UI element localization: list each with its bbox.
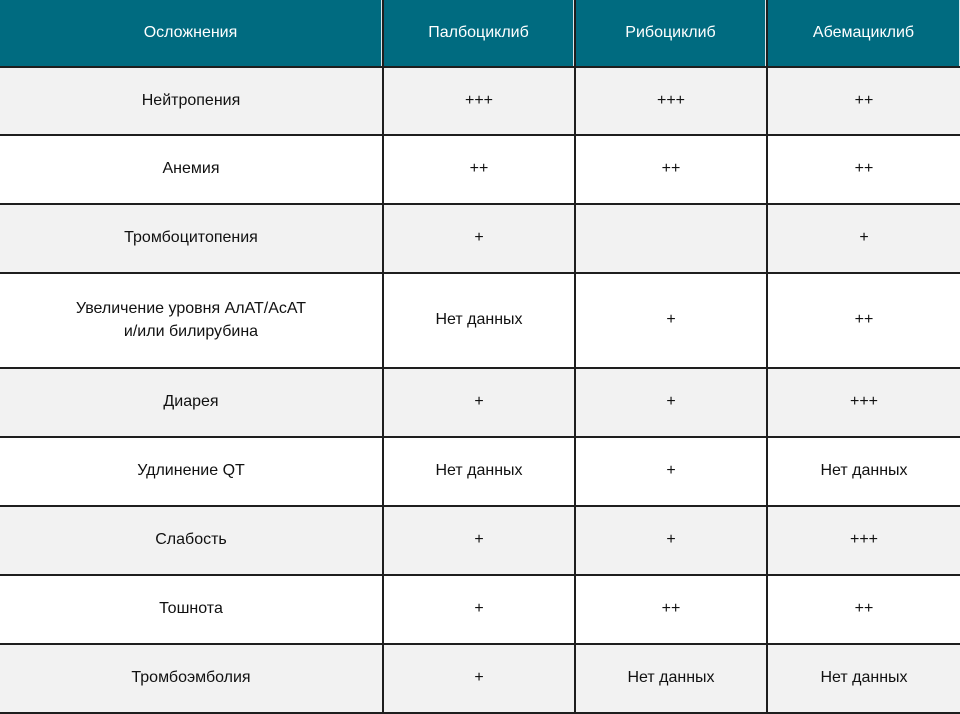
table-cell: ++: [576, 576, 766, 643]
table-cell: Нет данных: [768, 438, 960, 505]
table-cell: +: [576, 438, 766, 505]
row-label: Диарея: [0, 369, 382, 436]
row-label: Нейтропения: [0, 68, 382, 134]
table-cell: +: [384, 507, 574, 574]
row-label: Тошнота: [0, 576, 382, 643]
table-cell: Нет данных: [768, 645, 960, 712]
table-cell: +: [384, 576, 574, 643]
table-cell: +: [576, 369, 766, 436]
table-cell: +: [384, 645, 574, 712]
header-cell: Палбоциклиб: [384, 0, 574, 66]
table-cell: Нет данных: [576, 645, 766, 712]
table-cell: Нет данных: [384, 438, 574, 505]
table-cell: +: [768, 205, 960, 272]
table-cell: ++: [768, 68, 960, 134]
table-cell: +++: [768, 507, 960, 574]
table-cell: ++: [768, 576, 960, 643]
table-cell: +: [576, 274, 766, 367]
row-label: Увеличение уровня АлАТ/АсАТ и/или билиру…: [0, 274, 382, 367]
table-cell: +: [384, 369, 574, 436]
table-cell: ++: [768, 274, 960, 367]
table-cell: Нет данных: [384, 274, 574, 367]
row-label: Тромбоэмболия: [0, 645, 382, 712]
table-cell: [576, 205, 766, 272]
row-label: Анемия: [0, 136, 382, 203]
table-cell: ++: [576, 136, 766, 203]
table-cell: +++: [768, 369, 960, 436]
row-label: Тромбоцитопения: [0, 205, 382, 272]
table-cell: +++: [576, 68, 766, 134]
table-cell: ++: [768, 136, 960, 203]
table-cell: +: [384, 205, 574, 272]
row-label: Удлинение QT: [0, 438, 382, 505]
row-label: Слабость: [0, 507, 382, 574]
table-cell: +: [576, 507, 766, 574]
table-cell: +++: [384, 68, 574, 134]
header-cell: Рибоциклиб: [576, 0, 766, 66]
header-cell: Абемациклиб: [768, 0, 960, 66]
table-cell: ++: [384, 136, 574, 203]
header-cell: Осложнения: [0, 0, 382, 66]
